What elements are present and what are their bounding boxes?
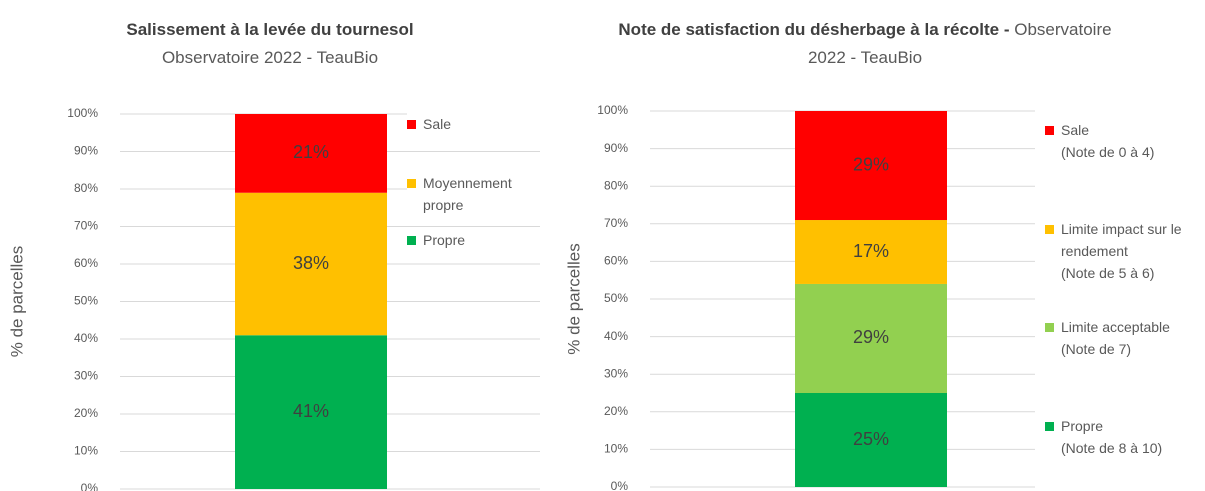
bar-segment: [235, 114, 387, 193]
y-tick-label: 70%: [74, 219, 98, 233]
y-tick-label: 0%: [81, 481, 99, 491]
chart-title: Note de satisfaction du désherbage à la …: [618, 20, 1010, 39]
y-tick-label: 90%: [604, 141, 628, 155]
value-label: 29%: [853, 327, 889, 347]
legend-label: Limite impact sur le rendement: [1061, 221, 1182, 259]
y-tick-label: 70%: [604, 216, 628, 230]
bar-segment: [795, 393, 947, 487]
legend-item: Moyennement propre: [407, 172, 553, 216]
legend-item: Limite impact sur le rendement (Note de 5…: [1045, 218, 1205, 284]
y-tick-label: 30%: [74, 369, 98, 383]
chart-title-block: Salissement à la levée du tournesol Obse…: [60, 16, 480, 72]
legend-swatch: [1045, 323, 1054, 332]
chart-subtitle: Observatoire 2022 - TeauBio: [161, 48, 379, 67]
y-tick-label: 0%: [611, 479, 629, 491]
y-axis-label: % de parcelles: [564, 243, 583, 355]
legend-item: Propre (Note de 8 à 10): [1045, 415, 1205, 459]
bar-segment: [795, 111, 947, 221]
y-tick-label: 10%: [604, 442, 628, 456]
y-tick-label: 100%: [67, 106, 98, 120]
chart-title-block: Note de satisfaction du désherbage à la …: [615, 16, 1115, 72]
legend-swatch: [1045, 225, 1054, 234]
legend-description: (Note de 5 à 6): [1061, 265, 1155, 281]
value-label: 25%: [853, 429, 889, 449]
value-label: 21%: [293, 142, 329, 162]
chart-subtitle: Observatoire 2022 - TeauBio: [807, 20, 1112, 67]
legend-description: (Note de 8 à 10): [1061, 440, 1163, 456]
legend-description: (Note de 0 à 4): [1061, 144, 1155, 160]
legend-label: Propre: [423, 232, 466, 248]
legend-label: Sale: [423, 116, 452, 132]
y-tick-label: 40%: [604, 329, 628, 343]
y-tick-label: 50%: [604, 291, 628, 305]
y-tick-label: 90%: [74, 144, 98, 158]
legend-label: Limite acceptable: [1061, 319, 1170, 335]
legend-item: Limite acceptable (Note de 7): [1045, 316, 1205, 360]
y-tick-label: 60%: [604, 254, 628, 268]
value-label: 38%: [293, 253, 329, 273]
y-tick-label: 100%: [597, 103, 628, 117]
bar-segment: [795, 220, 947, 284]
y-tick-label: 80%: [74, 181, 98, 195]
chart-title: Salissement à la levée du tournesol: [126, 20, 414, 39]
bar-segment: [235, 335, 387, 489]
y-tick-label: 10%: [74, 444, 98, 458]
legend-label: Sale: [1061, 122, 1090, 138]
value-label: 41%: [293, 401, 329, 421]
y-tick-label: 30%: [604, 366, 628, 380]
legend-label: Propre: [1061, 418, 1104, 434]
y-axis-label: % de parcelles: [7, 246, 26, 358]
legend-swatch: [407, 120, 416, 129]
bar-segment: [235, 192, 387, 336]
legend-description: (Note de 7): [1061, 341, 1132, 357]
legend-swatch: [407, 179, 416, 188]
bar-segment: [795, 283, 947, 393]
legend-item: Propre: [407, 229, 553, 251]
legend-label: Moyennement propre: [423, 175, 512, 213]
legend-item: Sale: [407, 113, 553, 135]
value-label: 29%: [853, 154, 889, 174]
y-tick-label: 20%: [74, 406, 98, 420]
y-tick-label: 40%: [74, 331, 98, 345]
legend-swatch: [407, 236, 416, 245]
y-tick-label: 60%: [74, 256, 98, 270]
legend-swatch: [1045, 126, 1054, 135]
y-tick-label: 80%: [604, 178, 628, 192]
value-label: 17%: [853, 241, 889, 261]
legend-item: Sale (Note de 0 à 4): [1045, 119, 1205, 163]
y-tick-label: 20%: [604, 404, 628, 418]
legend-swatch: [1045, 422, 1054, 431]
y-tick-label: 50%: [74, 294, 98, 308]
